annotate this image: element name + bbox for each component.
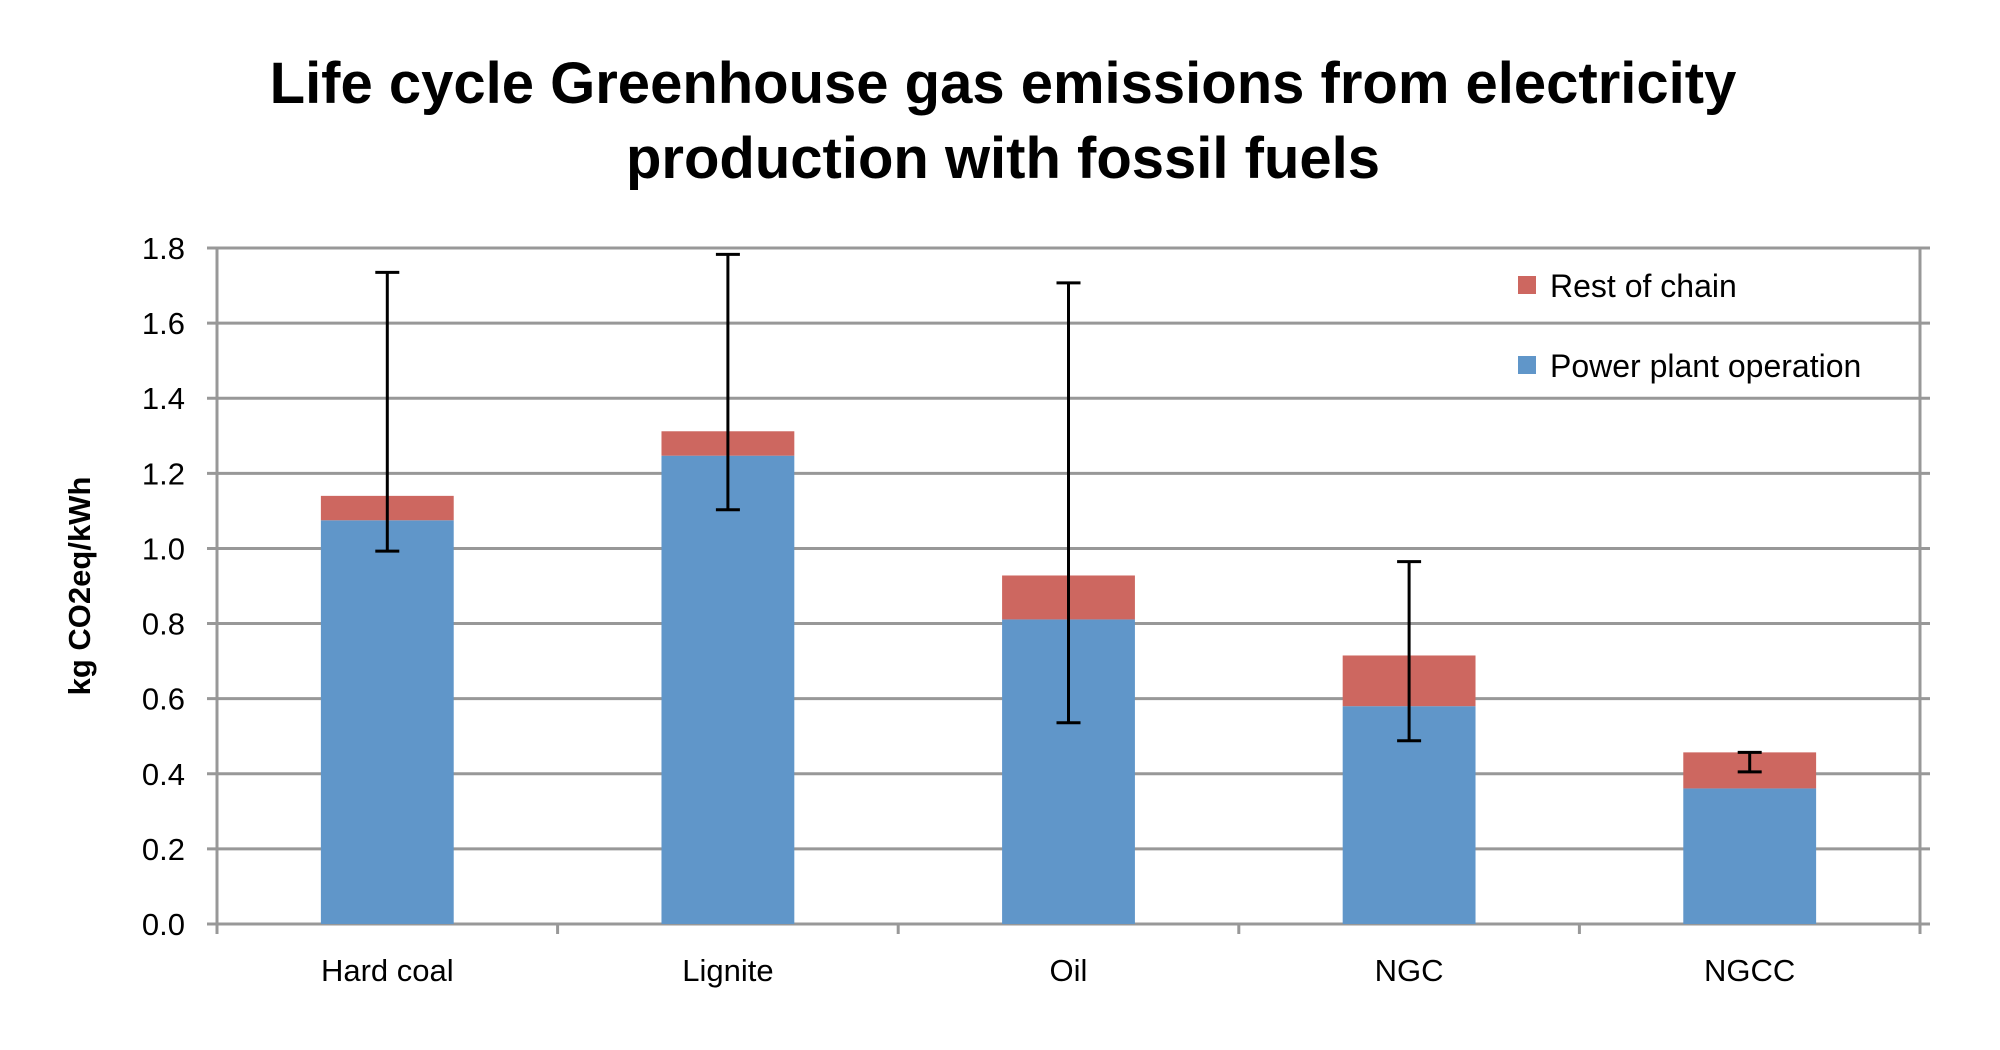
y-tick-label: 1.8	[142, 231, 185, 266]
x-tick-label: NGCC	[1704, 953, 1795, 988]
y-tick-label: 0.8	[142, 607, 185, 642]
y-tick-label: 0.0	[142, 907, 185, 942]
x-tick-label: NGC	[1375, 953, 1444, 988]
y-tick-label: 0.2	[142, 832, 185, 867]
error-bars	[375, 252, 1762, 774]
bar-power-plant-operation	[661, 455, 795, 924]
x-tick-label: Oil	[1050, 953, 1088, 988]
legend: Rest of chain Power plant operation	[1518, 268, 1861, 384]
y-tick-label: 1.0	[142, 531, 185, 566]
chart-title-line-2: production with fossil fuels	[626, 126, 1380, 191]
bar-power-plant-operation	[1342, 706, 1476, 924]
axes: 0.0 0.2 0.4 0.6 0.8 1.0 1.2 1.4 1.6 1.8 Hard coal L…	[142, 231, 1922, 988]
legend-label: Rest of chain	[1550, 268, 1737, 304]
chart-title-line-1: Life cycle Greenhouse gas emissions from…	[270, 51, 1737, 116]
y-tick-label: 1.2	[142, 456, 185, 491]
bar-power-plant-operation	[320, 520, 454, 924]
y-axis-label: kg CO2eq/kWh	[62, 477, 97, 696]
y-tick-label: 1.6	[142, 306, 185, 341]
y-tick-label: 0.4	[142, 757, 185, 792]
legend-swatch	[1518, 276, 1536, 294]
y-tick-label: 1.4	[142, 381, 185, 416]
bars	[320, 431, 1817, 924]
legend-label: Power plant operation	[1550, 348, 1861, 384]
y-tick-label: 0.6	[142, 682, 185, 717]
bar-power-plant-operation	[1683, 788, 1817, 924]
x-tick-label: Lignite	[682, 953, 773, 988]
legend-swatch	[1518, 356, 1536, 374]
x-tick-label: Hard coal	[321, 953, 454, 988]
